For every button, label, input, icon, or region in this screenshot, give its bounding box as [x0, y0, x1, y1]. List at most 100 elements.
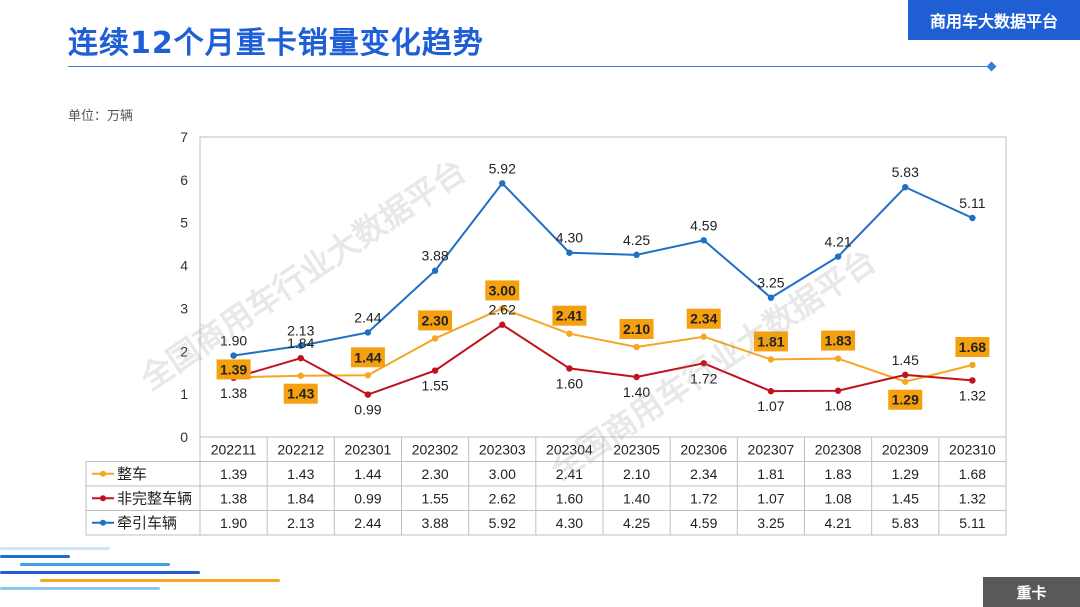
- series-line: [233, 181, 973, 357]
- table-cell: 1.08: [824, 490, 851, 506]
- table-cell: 1.38: [220, 490, 247, 506]
- table-cell: 1.29: [892, 466, 919, 482]
- table-cell: 4.59: [690, 515, 717, 531]
- data-point: [700, 360, 707, 367]
- table-cell: 2.34: [690, 466, 717, 482]
- data-point: [969, 361, 976, 369]
- data-label-box: [216, 359, 251, 380]
- table-cell: 1.81: [757, 466, 784, 482]
- data-point: [297, 372, 304, 379]
- data-label-box: [283, 383, 318, 404]
- y-tick-label: 1: [180, 386, 188, 402]
- data-point: [902, 183, 909, 191]
- table-cell: 3.88: [421, 515, 448, 531]
- table-cell: 3.25: [757, 515, 784, 531]
- table-cell: 5.92: [489, 515, 516, 531]
- data-label: 3.25: [757, 275, 784, 291]
- data-label: 1.44: [354, 349, 381, 365]
- data-label: 1.38: [220, 385, 247, 401]
- unit-label: 单位：万辆: [68, 109, 134, 124]
- x-tick-label: 202304: [546, 441, 593, 457]
- data-point: [364, 372, 372, 379]
- data-label-box: [821, 330, 856, 351]
- y-tick-label: 0: [180, 429, 188, 445]
- data-label: 2.34: [690, 311, 717, 327]
- table-cell: 3.00: [489, 466, 516, 482]
- data-label: 1.39: [220, 361, 247, 377]
- data-label: 3.88: [421, 248, 448, 264]
- brand-badge: 商用车大数据平台: [908, 0, 1080, 40]
- data-label: 4.59: [690, 217, 717, 233]
- y-tick-label: 2: [180, 343, 188, 359]
- data-label: 4.25: [623, 232, 650, 248]
- data-point: [767, 356, 775, 363]
- data-label-box: [485, 280, 520, 301]
- data-point: [767, 294, 775, 301]
- data-label: 1.84: [287, 335, 314, 351]
- table-cell: 1.40: [623, 490, 650, 506]
- data-point: [834, 387, 842, 394]
- data-label: 4.30: [556, 230, 583, 246]
- data-point: [902, 371, 909, 379]
- data-label: 2.10: [623, 321, 650, 337]
- table-cell: 0.99: [354, 490, 381, 506]
- data-label: 1.68: [959, 339, 986, 355]
- data-label-box: [686, 308, 721, 329]
- data-label-box: [350, 347, 385, 368]
- data-point: [700, 333, 707, 340]
- legend-swatch-marker: [100, 519, 106, 526]
- x-tick-label: 202301: [345, 441, 392, 457]
- data-point: [431, 367, 439, 374]
- data-point: [633, 373, 640, 381]
- table-cell: 1.83: [824, 466, 851, 482]
- table-cell: 2.41: [556, 466, 583, 482]
- data-label: 1.81: [757, 333, 784, 349]
- data-label: 1.72: [690, 370, 717, 386]
- x-tick-label: 202306: [680, 441, 727, 457]
- data-label: 5.92: [489, 160, 516, 176]
- x-tick-label: 202305: [613, 441, 660, 457]
- data-label: 3.00: [489, 282, 516, 298]
- table-cell: 1.39: [220, 466, 247, 482]
- legend-label: 整车: [117, 466, 147, 483]
- legend-swatch-marker: [100, 470, 106, 477]
- data-label: 1.08: [824, 398, 851, 414]
- table-cell: 1.60: [556, 490, 583, 506]
- x-tick-label: 202307: [748, 441, 795, 457]
- data-label: 2.44: [354, 309, 381, 325]
- data-label: 1.90: [220, 333, 247, 349]
- table-cell: 4.21: [824, 515, 851, 531]
- data-point: [969, 214, 976, 222]
- data-label-box: [753, 331, 788, 352]
- data-label-box: [888, 389, 923, 410]
- x-tick-label: 202308: [815, 441, 862, 457]
- table-cell: 1.90: [220, 515, 247, 531]
- data-label: 1.07: [757, 398, 784, 414]
- data-label: 2.13: [287, 323, 314, 339]
- data-label: 1.40: [623, 384, 650, 400]
- legend-label: 牵引车辆: [117, 515, 177, 532]
- data-point: [566, 365, 573, 372]
- series-line: [233, 307, 973, 383]
- data-point: [633, 343, 640, 351]
- data-point: [633, 251, 640, 259]
- data-label: 1.32: [959, 387, 986, 403]
- table-cell: 1.44: [354, 466, 381, 482]
- data-point: [700, 237, 707, 244]
- data-point: [902, 378, 909, 385]
- data-point: [297, 342, 304, 349]
- category-badge: 重卡: [983, 577, 1080, 607]
- data-point: [499, 180, 506, 187]
- data-label-box: [552, 305, 587, 326]
- table-cell: 1.43: [287, 466, 314, 482]
- y-tick-label: 6: [180, 172, 188, 188]
- data-point: [431, 335, 439, 342]
- y-tick-label: 4: [180, 258, 188, 274]
- data-label: 1.29: [892, 392, 919, 408]
- x-tick-label: 202302: [412, 441, 459, 457]
- table-cell: 2.44: [354, 515, 381, 531]
- data-label: 1.43: [287, 386, 314, 402]
- data-point: [834, 253, 842, 260]
- data-point: [566, 330, 573, 337]
